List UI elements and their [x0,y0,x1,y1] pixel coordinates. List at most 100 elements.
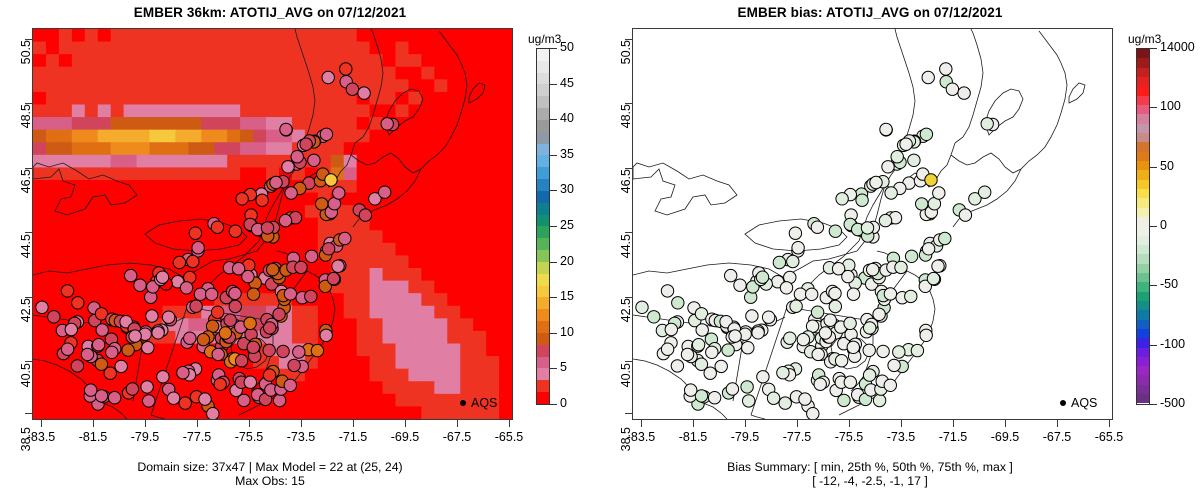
aqs-station-marker[interactable] [818,326,833,340]
aqs-station-marker[interactable] [772,255,787,270]
aqs-station-marker[interactable] [380,117,394,131]
aqs-station-marker[interactable] [255,193,269,207]
aqs-station-marker[interactable] [211,347,225,362]
bias-map-plot[interactable] [632,28,1113,420]
aqs-station-marker[interactable] [193,287,208,301]
aqs-station-marker[interactable] [741,341,755,355]
aqs-station-marker[interactable] [234,354,249,368]
aqs-station-marker[interactable] [806,407,820,420]
aqs-station-marker[interactable] [691,338,706,352]
aqs-station-marker[interactable] [246,287,261,301]
aqs-station-marker[interactable] [318,279,332,293]
aqs-station-marker[interactable] [321,242,336,256]
aqs-station-marker[interactable] [188,226,203,240]
aqs-station-marker[interactable] [179,281,194,295]
aqs-station-marker[interactable] [260,221,275,235]
aqs-station-marker[interactable] [756,370,770,384]
aqs-station-marker[interactable] [266,262,280,277]
aqs-station-marker[interactable] [272,307,286,321]
model-map-plot[interactable] [32,28,513,420]
aqs-station-marker[interactable] [714,359,728,374]
aqs-station-marker[interactable] [124,268,138,283]
aqs-station-marker[interactable] [647,310,661,324]
aqs-station-marker[interactable] [694,307,709,321]
aqs-station-marker[interactable] [326,271,341,286]
aqs-station-marker[interactable] [128,329,142,343]
aqs-station-marker[interactable] [670,359,685,373]
aqs-station-marker[interactable] [107,391,122,405]
aqs-station-marker[interactable] [828,224,843,238]
aqs-station-marker[interactable] [791,241,805,255]
aqs-station-marker[interactable] [783,331,797,345]
aqs-station-marker[interactable] [938,231,952,246]
aqs-station-marker[interactable] [980,117,994,131]
aqs-station-marker[interactable] [319,328,333,342]
aqs-station-marker[interactable] [241,269,255,284]
aqs-station-marker[interactable] [788,226,803,240]
aqs-station-marker[interactable] [223,313,237,327]
aqs-station-marker[interactable] [958,208,973,222]
aqs-station-marker[interactable] [155,270,170,284]
aqs-station-marker[interactable] [884,186,898,200]
aqs-station-marker[interactable] [862,368,877,382]
aqs-station-marker[interactable] [213,377,227,391]
aqs-station-marker[interactable] [921,242,936,256]
aqs-station-marker[interactable] [294,260,308,275]
aqs-station-marker[interactable] [978,185,992,199]
aqs-station-marker[interactable] [846,340,861,354]
aqs-station-marker[interactable] [172,255,187,270]
aqs-station-marker[interactable] [866,262,880,277]
aqs-station-marker[interactable] [957,86,971,100]
aqs-station-marker[interactable] [745,309,759,323]
aqs-station-marker[interactable] [907,153,921,168]
aqs-station-marker[interactable] [218,326,233,340]
aqs-station-marker[interactable] [890,150,904,164]
aqs-station-marker[interactable] [331,259,345,273]
aqs-station-marker[interactable] [60,284,75,298]
aqs-station-marker[interactable] [860,221,875,235]
aqs-station-marker[interactable] [121,343,135,357]
aqs-station-marker[interactable] [931,259,945,273]
aqs-station-marker[interactable] [235,192,249,206]
aqs-station-marker[interactable] [287,358,301,373]
aqs-station-marker[interactable] [35,300,49,314]
aqs-station-marker[interactable] [133,278,147,292]
aqs-station-marker[interactable] [855,193,869,207]
aqs-station-marker[interactable] [272,393,287,408]
aqs-station-marker[interactable] [304,249,319,264]
aqs-station-marker[interactable] [178,396,192,410]
aqs-station-marker[interactable] [176,366,190,380]
aqs-station-marker[interactable] [939,62,953,76]
aqs-station-marker[interactable] [237,393,251,408]
aqs-station-marker[interactable] [837,393,851,408]
aqs-station-marker[interactable] [357,86,371,100]
aqs-station-marker[interactable] [684,383,698,397]
aqs-station-marker[interactable] [876,344,890,359]
aqs-station-marker[interactable] [779,281,794,295]
aqs-station-marker[interactable] [339,62,353,76]
aqs-station-marker[interactable] [166,391,181,405]
aqs-station-marker[interactable] [742,394,756,408]
aqs-station-marker[interactable] [883,287,898,301]
aqs-station-marker[interactable] [151,326,165,340]
aqs-station-marker[interactable] [694,357,709,371]
aqs-station-marker[interactable] [324,173,338,187]
aqs-station-marker[interactable] [846,287,861,301]
aqs-station-marker[interactable] [358,208,373,222]
aqs-station-marker[interactable] [281,160,295,174]
aqs-station-marker[interactable] [141,341,155,355]
aqs-station-marker[interactable] [932,186,946,200]
aqs-station-marker[interactable] [892,345,906,359]
aqs-station-marker[interactable] [766,391,781,405]
aqs-station-marker[interactable] [798,392,812,406]
aqs-station-marker[interactable] [862,343,876,357]
aqs-station-marker[interactable] [761,310,776,324]
aqs-station-marker[interactable] [945,82,960,96]
aqs-station-marker[interactable] [304,289,318,304]
aqs-station-marker[interactable] [307,153,321,168]
aqs-station-marker[interactable] [114,359,128,374]
aqs-station-marker[interactable] [345,82,360,96]
aqs-station-marker[interactable] [263,321,277,335]
aqs-station-marker[interactable] [191,241,205,255]
aqs-station-marker[interactable] [831,262,846,276]
